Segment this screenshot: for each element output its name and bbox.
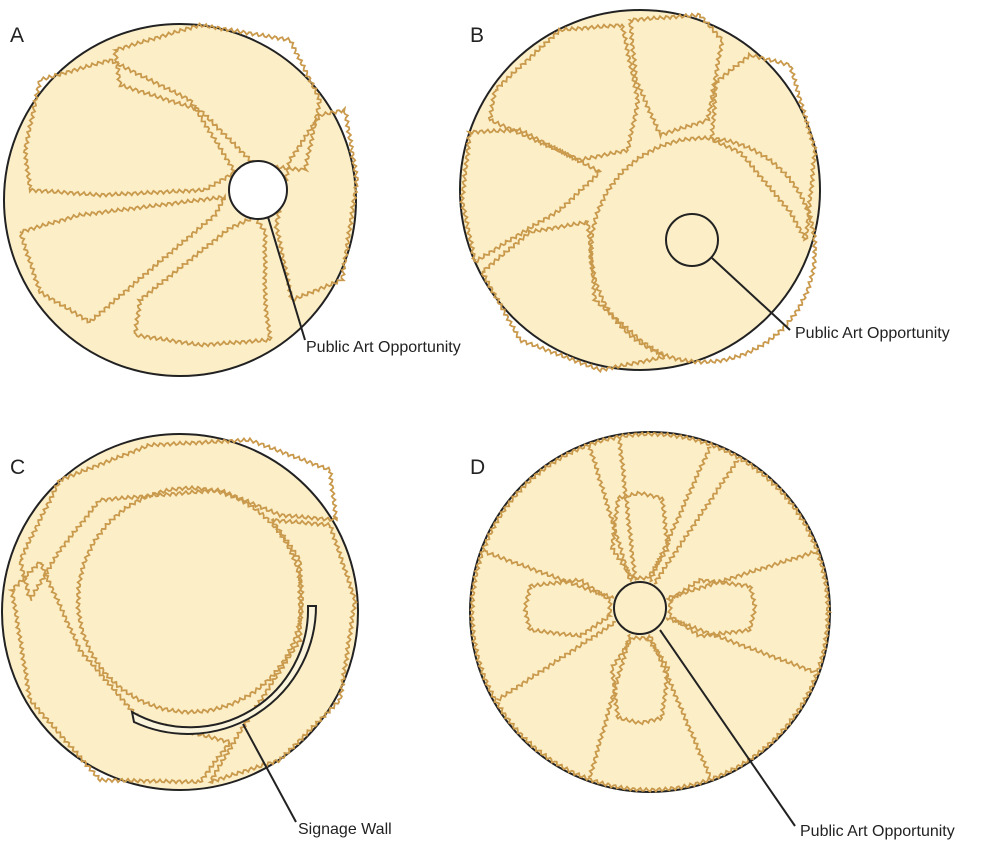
circle: [3, 23, 357, 377]
callout-line: [242, 723, 297, 823]
panel-label: C: [10, 456, 25, 479]
signage-wall: [130, 605, 318, 735]
callout-line: [267, 216, 306, 341]
region: [709, 51, 818, 242]
region: [22, 58, 237, 199]
region: [627, 12, 725, 140]
region: [587, 446, 633, 583]
callout-line: [659, 629, 796, 827]
region: [468, 430, 833, 793]
region: [617, 437, 638, 581]
region: [647, 634, 711, 779]
region: [484, 550, 615, 600]
circle: [665, 213, 719, 267]
region: [522, 577, 614, 639]
region: [19, 192, 226, 324]
callout-line: [711, 257, 791, 331]
region: [609, 634, 671, 726]
shapes: [1, 9, 833, 827]
panel-label: A: [10, 24, 24, 47]
region: [459, 126, 603, 264]
region: [665, 549, 816, 601]
region: [496, 620, 616, 702]
region: [587, 633, 632, 778]
circle: [228, 160, 288, 220]
circle: [459, 9, 821, 371]
region: [18, 436, 338, 602]
region: [609, 490, 671, 582]
circle: [613, 581, 667, 635]
region: [133, 216, 273, 348]
region: [653, 459, 740, 585]
region: [666, 577, 758, 639]
callout: Public Art Opportunity: [306, 339, 461, 356]
callout: Public Art Opportunity: [795, 325, 950, 342]
region: [487, 23, 641, 163]
callout: Signage Wall: [298, 821, 392, 838]
region: [7, 561, 231, 785]
region: [649, 446, 712, 583]
region: [480, 219, 666, 374]
region: [111, 22, 322, 173]
callout: Public Art Opportunity: [800, 823, 955, 840]
region: [75, 484, 305, 716]
region: [207, 517, 358, 784]
panel-label: D: [470, 456, 485, 479]
panel-label: B: [470, 24, 484, 47]
region: [588, 134, 818, 366]
